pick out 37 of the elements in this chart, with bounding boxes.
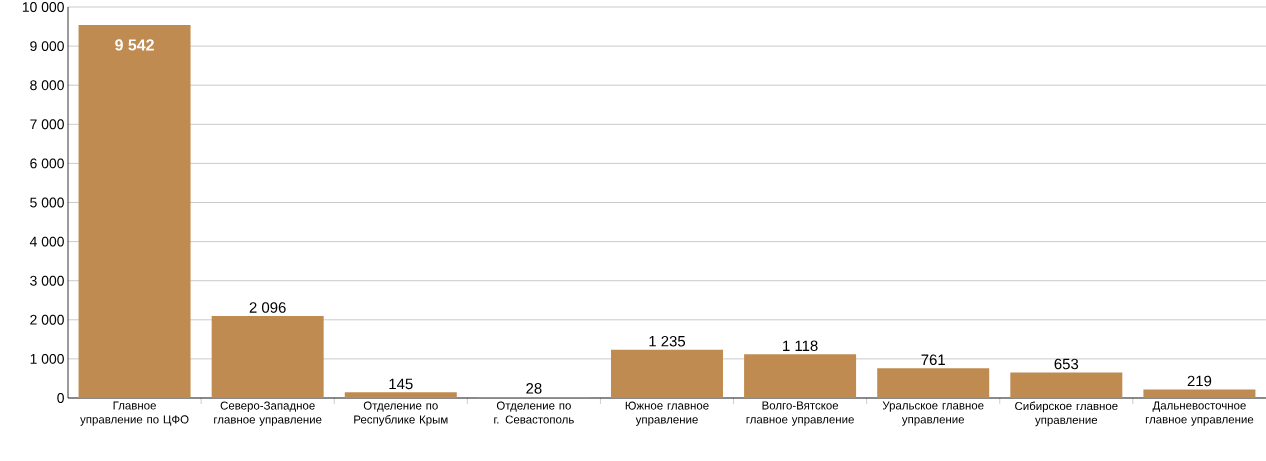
y-tick-label: 4 000 — [29, 236, 64, 247]
x-tick-label: Уральское главное управление — [882, 401, 984, 426]
bar — [78, 24, 191, 398]
bar — [211, 316, 324, 398]
y-tick-label: 3 000 — [30, 275, 64, 286]
x-tick-label: Отделение по г. Севастополь — [494, 401, 574, 424]
x-tick-label: Северо-Западное главное управление — [214, 401, 322, 426]
data-label: 761 — [921, 354, 945, 366]
y-tick-label: 5 000 — [30, 197, 64, 208]
bar — [744, 354, 857, 398]
y-tick-label: 0 — [57, 393, 64, 403]
data-label: 145 — [389, 378, 413, 390]
y-tick-label: 2 000 — [30, 314, 64, 325]
data-label: 1 118 — [783, 340, 818, 352]
y-tick-label: 1 000 — [30, 353, 64, 364]
x-tick-label: Главное управление по ЦФО — [80, 401, 189, 426]
bar — [877, 368, 990, 398]
y-tick-label: 10 000 — [22, 2, 64, 12]
x-tick-label: Дальневосточное главное управление — [1145, 401, 1254, 426]
data-label: 1 235 — [649, 335, 686, 347]
data-label: 9 542 — [115, 39, 154, 51]
data-label: 219 — [1187, 375, 1212, 387]
bar — [344, 392, 457, 398]
y-tick-label: 7 000 — [30, 119, 64, 130]
x-tick-label: Отделение по Республике Крым — [354, 401, 448, 426]
x-tick-label: Волго-Вятское главное управление — [746, 401, 854, 426]
y-tick-label: 6 000 — [30, 158, 64, 169]
y-tick-label: 9 000 — [30, 41, 64, 52]
y-tick-label: 8 000 — [30, 80, 64, 91]
data-label: 2 096 — [249, 302, 286, 313]
bar — [610, 349, 723, 398]
bar — [1010, 372, 1123, 398]
data-label: 28 — [526, 383, 542, 394]
bar — [1143, 389, 1256, 398]
x-tick-label: Южное главное управление — [625, 401, 709, 426]
data-label: 653 — [1054, 358, 1079, 370]
x-tick-label: Сибирское главное управление — [1015, 401, 1118, 427]
